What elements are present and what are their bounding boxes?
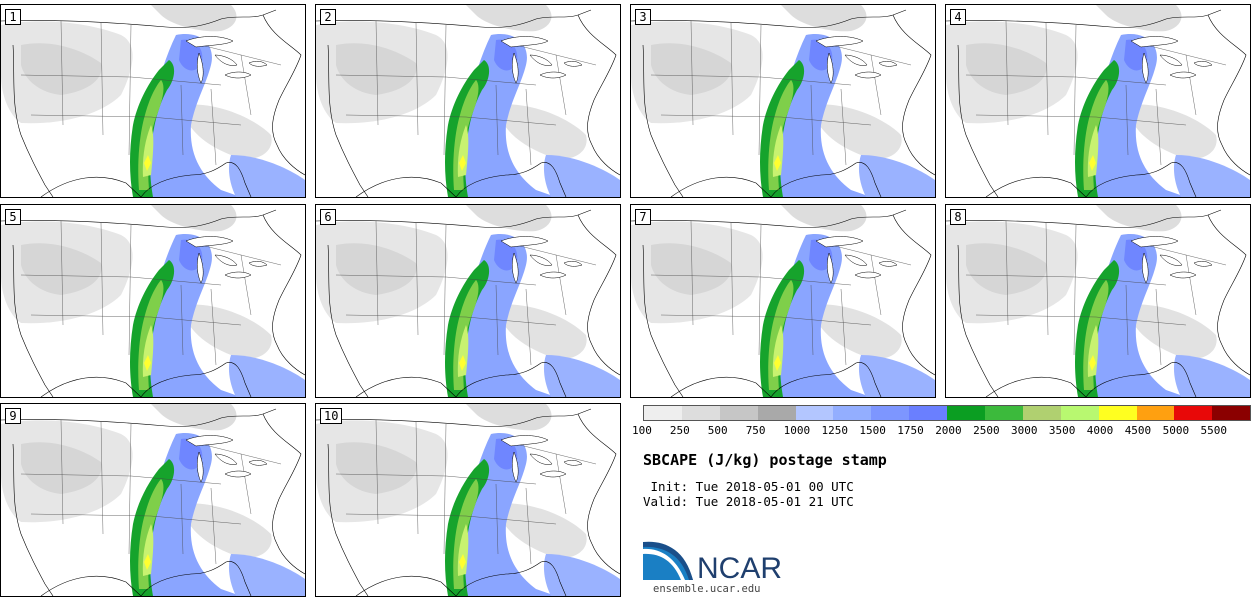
member-number: 6 (320, 209, 336, 225)
colorbar-tick: 100 (632, 424, 652, 437)
member-panel-3: 3 (630, 4, 936, 198)
colorbar-swatch (795, 406, 834, 420)
member-number: 4 (950, 9, 966, 25)
member-panel-4: 4 (945, 4, 1251, 198)
colorbar-tick: 250 (669, 424, 690, 437)
sbcape-map (316, 5, 620, 197)
colorbar-swatch (1212, 406, 1251, 420)
valid-time: Valid: Tue 2018-05-01 21 UTC (643, 494, 854, 509)
colorbar-tick: 500 (707, 424, 728, 437)
sbcape-map (631, 205, 935, 397)
member-number: 10 (320, 408, 343, 424)
colorbar-swatch (757, 406, 796, 420)
colorbar-tick: 1500 (859, 424, 886, 437)
colorbar-swatch (1174, 406, 1213, 420)
member-number: 7 (635, 209, 651, 225)
sbcape-map (316, 404, 620, 596)
sbcape-map (1, 205, 305, 397)
colorbar-tick: 3500 (1048, 424, 1076, 437)
colorbar-swatch (833, 406, 872, 420)
sbcape-map (946, 5, 1250, 197)
colorbar-swatch (681, 406, 720, 420)
member-panel-10: 10 (315, 403, 621, 597)
member-number: 3 (635, 9, 651, 25)
colorbar-tick: 1000 (783, 424, 811, 437)
colorbar-tick: 1250 (821, 424, 849, 437)
colorbar-tick: 2000 (935, 424, 962, 437)
cape-colorbar (643, 405, 1252, 421)
init-time: Init: Tue 2018-05-01 00 UTC (643, 479, 854, 494)
member-panel-8: 8 (945, 204, 1251, 398)
member-number: 2 (320, 9, 336, 25)
colorbar-swatch (947, 406, 986, 420)
colorbar-tick: 4000 (1086, 424, 1114, 437)
sbcape-map (316, 205, 620, 397)
colorbar-swatch (985, 406, 1023, 420)
sbcape-map (1, 404, 305, 596)
sbcape-map (1, 5, 305, 197)
member-panel-1: 1 (0, 4, 306, 198)
member-number: 8 (950, 209, 966, 225)
colorbar-tick-labels: 100 250 500 750 1000 1250 1500 1750 2000 2500 3000… (632, 424, 1242, 438)
sbcape-map (631, 5, 935, 197)
product-title: SBCAPE (J/kg) postage stamp (643, 451, 887, 469)
member-panel-9: 9 (0, 403, 306, 597)
colorbar-tick: 750 (745, 424, 766, 437)
ncar-logo: NCAR (643, 541, 782, 582)
colorbar-tick: 5500 (1200, 424, 1228, 437)
member-number: 5 (5, 209, 21, 225)
colorbar-swatch (1022, 406, 1061, 420)
member-panel-7: 7 (630, 204, 936, 398)
colorbar-swatch (1098, 406, 1137, 420)
colorbar-swatch (1060, 406, 1099, 420)
colorbar-tick: 3000 (1011, 424, 1038, 437)
colorbar-tick: 4500 (1124, 424, 1152, 437)
colorbar-tick: 2500 (973, 424, 1000, 437)
sbcape-map (946, 205, 1250, 397)
colorbar-swatch (1136, 406, 1175, 420)
member-panel-6: 6 (315, 204, 621, 398)
ensemble-url: ensemble.ucar.edu (653, 583, 761, 595)
member-panel-2: 2 (315, 4, 621, 198)
run-info: Init: Tue 2018-05-01 00 UTC Valid: Tue 2… (643, 479, 854, 509)
colorbar-swatch (909, 406, 948, 420)
colorbar-tick: 1750 (897, 424, 924, 437)
ncar-logo-text: NCAR (697, 552, 782, 582)
colorbar-swatch (644, 406, 682, 420)
colorbar-swatch (871, 406, 910, 420)
member-number: 9 (5, 408, 21, 424)
colorbar-swatch (719, 406, 758, 420)
colorbar-tick: 5000 (1162, 424, 1190, 437)
member-panel-5: 5 (0, 204, 306, 398)
member-number: 1 (5, 9, 21, 25)
